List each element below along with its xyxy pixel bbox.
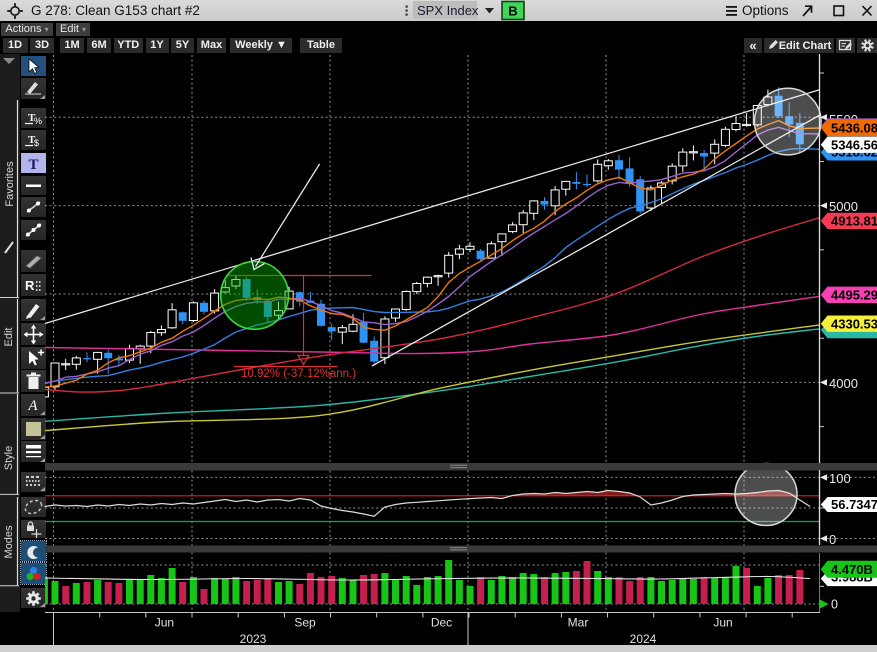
svg-text:Jun: Jun	[155, 616, 174, 630]
svg-text:100: 100	[829, 471, 851, 486]
svg-text:T: T	[28, 157, 38, 173]
svg-text:%: %	[34, 116, 42, 126]
svg-text:Sep: Sep	[294, 616, 316, 630]
svg-text:A: A	[27, 398, 38, 414]
svg-text:4913.81: 4913.81	[831, 214, 877, 229]
svg-text:4000: 4000	[829, 376, 858, 391]
svg-text:B: B	[508, 4, 517, 19]
svg-text:2024: 2024	[630, 632, 657, 646]
svg-text:0: 0	[829, 532, 836, 547]
svg-text:5346.56: 5346.56	[831, 137, 877, 152]
svg-text:0: 0	[831, 597, 838, 611]
svg-text:4.470B: 4.470B	[831, 562, 873, 577]
svg-text:4330.53: 4330.53	[831, 316, 877, 331]
svg-text:T: T	[28, 134, 36, 146]
svg-text:2023: 2023	[240, 632, 267, 646]
svg-text:R: R	[25, 278, 35, 293]
svg-text:T: T	[28, 112, 36, 124]
svg-text:Jun: Jun	[713, 616, 732, 630]
svg-text:4495.29: 4495.29	[831, 287, 877, 302]
svg-text:Dec: Dec	[431, 616, 452, 630]
svg-text:$: $	[34, 138, 39, 148]
svg-text:5000: 5000	[829, 199, 858, 214]
svg-text:Mar: Mar	[568, 616, 589, 630]
svg-text:5436.08: 5436.08	[831, 121, 877, 136]
svg-text:56.7347: 56.7347	[831, 497, 877, 512]
svg-text:10.92% (-37.12%ann.): 10.92% (-37.12%ann.)	[241, 368, 356, 380]
